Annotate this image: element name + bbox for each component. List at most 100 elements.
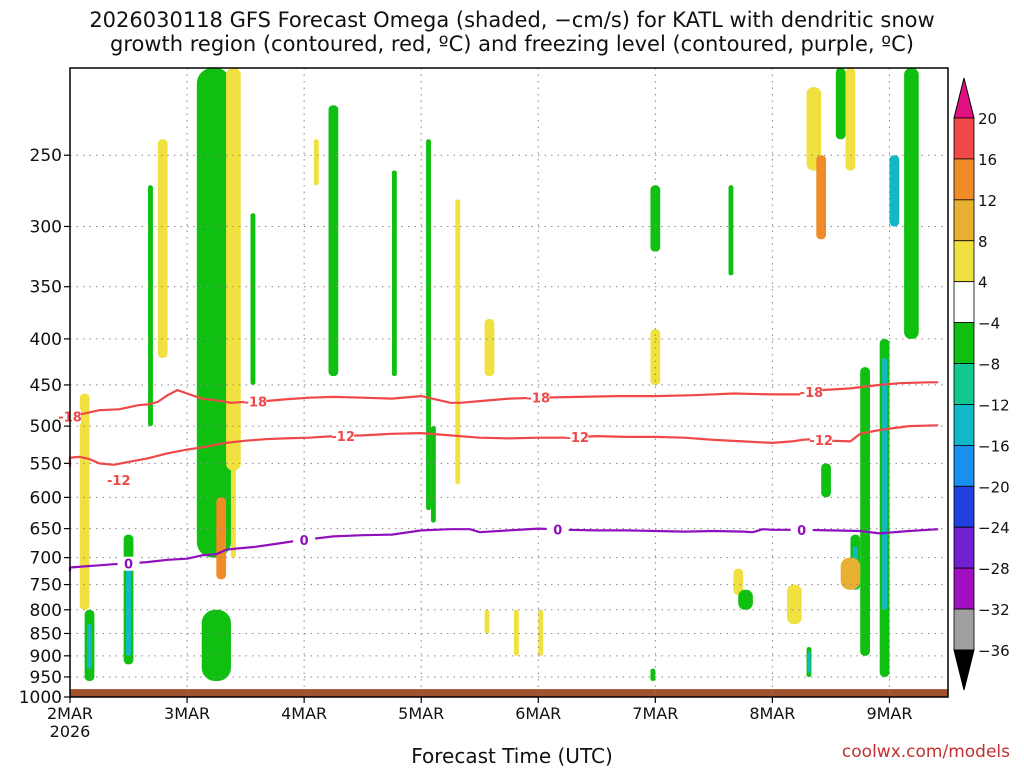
omega-region-35: [821, 463, 831, 498]
colorbar-label-7: −12: [978, 396, 1010, 414]
y-tick-label-900: 900: [30, 647, 62, 667]
omega-region-34: [904, 68, 919, 339]
omega-region-23: [650, 668, 656, 682]
colorbar-label-1: 16: [978, 151, 997, 169]
contour-label-bg: [117, 556, 140, 571]
contour-label-bg: [800, 385, 823, 400]
colorbar-label-10: −24: [978, 519, 1010, 537]
contour-label--18: -18: [527, 392, 551, 407]
y-tick-label-600: 600: [30, 488, 62, 508]
pressure-axis: 250 300 350 400 450 500 550 600 650 700 750 800 850 9…: [19, 146, 70, 708]
omega-region-27: [816, 155, 827, 240]
plot-frame: [69, 67, 949, 698]
omega-region-19: [391, 170, 397, 377]
y-tick-label-550: 550: [30, 454, 62, 474]
colorbar-swatch-3: [953, 240, 975, 283]
y-tick-label-450: 450: [30, 376, 62, 396]
colorbar-label-0: 20: [978, 110, 997, 128]
contour-label--18: -18: [800, 386, 824, 401]
colorbar-label-12: −32: [978, 601, 1010, 619]
omega-region-29: [845, 68, 856, 171]
omega-region-14: [250, 213, 256, 385]
omega-region-21: [484, 318, 495, 377]
omega-region-28: [835, 68, 846, 140]
chart-title-line-2: growth region (contoured, red, ºC) and f…: [110, 32, 914, 56]
y-tick-label-750: 750: [30, 576, 62, 596]
chart-title-line-1: 2026030118 GFS Forecast Omega (shaded, −…: [89, 8, 935, 32]
contour-label-bg: [332, 428, 355, 443]
chart-title: 2026030118 GFS Forecast Omega (shaded, −…: [0, 8, 1024, 56]
omega-region-24: [650, 329, 661, 385]
omega-region-2: [196, 68, 231, 558]
omega-region-41: [733, 568, 744, 595]
colorbar-label-9: −20: [978, 478, 1010, 496]
x-tick-sublabel: 2026: [50, 722, 91, 741]
contour-label-bg: [293, 532, 316, 547]
contour-label--12: -12: [566, 431, 590, 446]
omega-region-17: [426, 139, 431, 511]
omega-region-15: [328, 105, 339, 377]
x-axis-title: Forecast Time (UTC): [411, 744, 613, 768]
omega-colorbar: 20 16 12 8 4 −4 −8 −12 −16 −20 −24 −28 −32 −36: [953, 77, 1010, 691]
colorbar-label-6: −8: [978, 356, 1000, 374]
omega-region-39: [807, 651, 811, 673]
omega-region-18: [430, 426, 436, 523]
omega-region-8: [87, 624, 92, 669]
x-tick-label-4MAR: 4MAR: [281, 704, 327, 723]
y-tick-label-350: 350: [30, 278, 62, 298]
colorbar-swatch-12: [953, 608, 975, 651]
colorbar-bottom-arrow: [953, 649, 975, 691]
contour-label-0: 0: [797, 524, 806, 539]
colorbar-swatch-4: [953, 281, 975, 324]
contour-label-bg: [527, 390, 550, 405]
omega-region-43: [840, 557, 861, 590]
colorbar-label-13: −36: [978, 642, 1010, 660]
y-tick-label-650: 650: [30, 520, 62, 540]
y-tick-label-800: 800: [30, 601, 62, 621]
x-tick-label-7MAR: 7MAR: [632, 704, 678, 723]
omega-region-42: [738, 589, 753, 610]
omega-region-16: [313, 139, 319, 186]
colorbar-label-3: 8: [978, 233, 988, 251]
omega-region-25: [728, 185, 734, 276]
colorbar-swatch-5: [953, 322, 975, 364]
colorbar-swatch-10: [953, 526, 975, 569]
colorbar-label-5: −4: [978, 315, 1000, 333]
contour-label-bg: [546, 522, 569, 537]
contour-label-0: 0: [553, 523, 562, 538]
colorbar-label-11: −28: [978, 560, 1010, 578]
contour-line--18: [68, 381, 939, 419]
contour-label-bg: [790, 522, 813, 537]
omega-region-5: [230, 410, 236, 558]
contour-label-bg: [107, 472, 130, 487]
omega-region-12: [157, 139, 168, 358]
contour-label--12: -12: [331, 430, 355, 445]
colorbar-label-2: 12: [978, 192, 997, 210]
x-tick-label-8MAR: 8MAR: [749, 704, 795, 723]
omega-region-44: [538, 609, 544, 656]
y-tick-label-1000: 1000: [19, 688, 62, 708]
contour-label--12: -12: [107, 474, 131, 489]
y-tick-label-700: 700: [30, 549, 62, 569]
y-tick-label-300: 300: [30, 217, 62, 237]
colorbar-swatch-7: [953, 404, 975, 446]
contour-label--18: -18: [244, 396, 268, 411]
omega-shading-layer: [79, 68, 919, 682]
y-tick-label-950: 950: [30, 668, 62, 688]
contour-label-0: 0: [124, 558, 133, 573]
colorbar-swatch-0: [953, 117, 975, 160]
omega-region-20: [455, 199, 461, 485]
omega-region-26: [806, 87, 822, 171]
x-tick-label-5MAR: 5MAR: [398, 704, 444, 723]
colorbar-label-8: −16: [978, 437, 1010, 455]
source-credit: coolwx.com/models: [841, 742, 1010, 762]
ground-below-surface: [70, 689, 948, 697]
y-tick-label-850: 850: [30, 624, 62, 644]
colorbar-swatch-6: [953, 363, 975, 405]
colorbar-swatch-11: [953, 567, 975, 610]
x-tick-label-2MAR: 2MAR: [47, 704, 93, 723]
omega-region-32: [882, 357, 888, 610]
colorbar-swatch-2: [953, 199, 975, 242]
colorbar-swatch-9: [953, 485, 975, 528]
